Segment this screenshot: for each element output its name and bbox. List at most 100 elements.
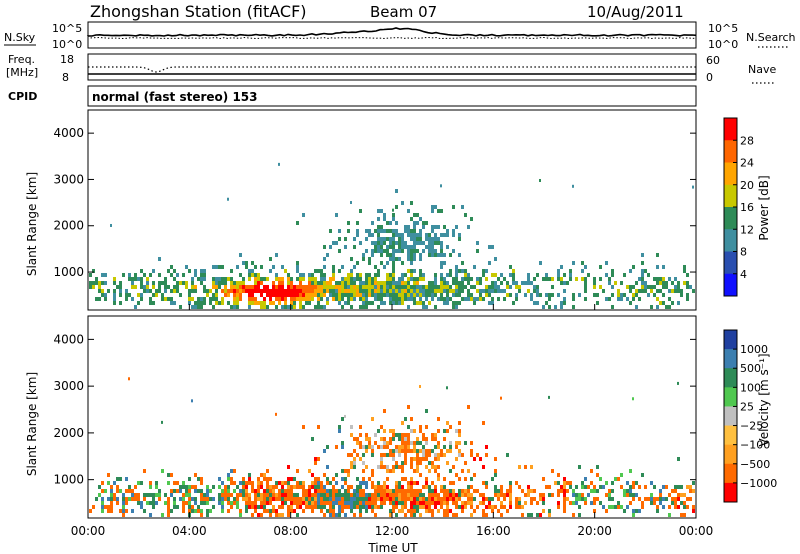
heatmap-cell [398, 449, 401, 453]
heatmap-cell [551, 493, 554, 497]
heatmap-cell [416, 277, 419, 281]
heatmap-cell [359, 285, 362, 289]
heatmap-cell [305, 493, 308, 497]
heatmap-cell [605, 481, 608, 485]
heatmap-cell [359, 485, 362, 489]
heatmap-cell [572, 493, 575, 497]
heatmap-cell [137, 497, 140, 501]
heatmap-cell [344, 501, 347, 505]
heatmap-cell [392, 489, 395, 493]
heatmap-cell [413, 481, 416, 485]
heatmap-cell [299, 501, 302, 505]
heatmap-cell [422, 485, 425, 489]
heatmap-cell [674, 485, 677, 489]
heatmap-cell [410, 277, 413, 281]
heatmap-cell [377, 305, 380, 309]
heatmap-cell [227, 497, 230, 501]
heatmap-cell [446, 301, 449, 305]
heatmap-cell [677, 497, 680, 501]
heatmap-cell [131, 493, 134, 497]
heatmap-cell [323, 245, 326, 249]
heatmap-cell [587, 493, 590, 497]
cpid-label: CPID [8, 90, 37, 103]
heatmap-cell [662, 277, 665, 281]
heatmap-cell [143, 285, 146, 289]
heatmap-cell [470, 497, 473, 501]
heatmap-cell [248, 289, 251, 293]
y-tick-label: 4000 [53, 126, 84, 140]
heatmap-cell [236, 501, 239, 505]
heatmap-cell [101, 481, 104, 485]
heatmap-cell [431, 281, 434, 285]
heatmap-cell [104, 273, 107, 277]
heatmap-cell [572, 293, 575, 297]
heatmap-cell [662, 285, 665, 289]
heatmap-cell [485, 277, 488, 281]
heatmap-cell [620, 293, 623, 297]
heatmap-cell [215, 265, 218, 269]
heatmap-cell [317, 497, 320, 501]
heatmap-cell [359, 509, 362, 513]
heatmap-cell [401, 241, 404, 245]
heatmap-cell [404, 417, 407, 421]
heatmap-cell [455, 289, 458, 293]
heatmap-cell [449, 445, 452, 449]
heatmap-cell [470, 485, 473, 489]
heatmap-cell [416, 501, 419, 505]
heatmap-cell [419, 289, 422, 293]
heatmap-cell [377, 209, 380, 213]
heatmap-cell [167, 497, 170, 501]
heatmap-cell [692, 489, 695, 493]
heatmap-cell [356, 293, 359, 297]
heatmap-cell [215, 289, 218, 293]
heatmap-cell [185, 485, 188, 489]
heatmap-cell [440, 253, 443, 257]
heatmap-cell [344, 237, 347, 241]
heatmap-cell [407, 437, 410, 441]
heatmap-cell [350, 293, 353, 297]
heatmap-cell [290, 505, 293, 509]
heatmap-cell [506, 293, 509, 297]
heatmap-cell [668, 305, 671, 309]
heatmap-cell [392, 277, 395, 281]
heatmap-cell [341, 493, 344, 497]
heatmap-cell [206, 501, 209, 505]
heatmap-cell [383, 281, 386, 285]
heatmap-cell [494, 505, 497, 509]
heatmap-cell [590, 489, 593, 493]
heatmap-cell [281, 485, 284, 489]
heatmap-cell [104, 297, 107, 301]
heatmap-cell [278, 513, 281, 517]
heatmap-cell [266, 285, 269, 289]
heatmap-cell [398, 465, 401, 469]
heatmap-cell [434, 489, 437, 493]
heatmap-cell [188, 485, 191, 489]
colorbar-tick-label: 4 [740, 268, 747, 281]
heatmap-cell [383, 237, 386, 241]
heatmap-cell [164, 501, 167, 505]
heatmap-cell [449, 481, 452, 485]
heatmap-cell [434, 433, 437, 437]
heatmap-cell [227, 197, 229, 201]
heatmap-cell [476, 281, 479, 285]
heatmap-cell [296, 297, 299, 301]
heatmap-cell [677, 285, 680, 289]
heatmap-cell [509, 293, 512, 297]
heatmap-cell [200, 501, 203, 505]
heatmap-cell [344, 281, 347, 285]
heatmap-cell [161, 420, 163, 424]
heatmap-cell [410, 477, 413, 481]
heatmap-cell [434, 205, 437, 209]
heatmap-cell [428, 285, 431, 289]
heatmap-cell [359, 489, 362, 493]
heatmap-cell [335, 293, 338, 297]
heatmap-cell [362, 477, 365, 481]
heatmap-cell [266, 305, 269, 309]
heatmap-cell [419, 513, 422, 517]
heatmap-cell [287, 289, 290, 293]
heatmap-cell [443, 501, 446, 505]
heatmap-cell [545, 301, 548, 305]
heatmap-cell [140, 293, 143, 297]
colorbar-swatch [724, 482, 737, 503]
